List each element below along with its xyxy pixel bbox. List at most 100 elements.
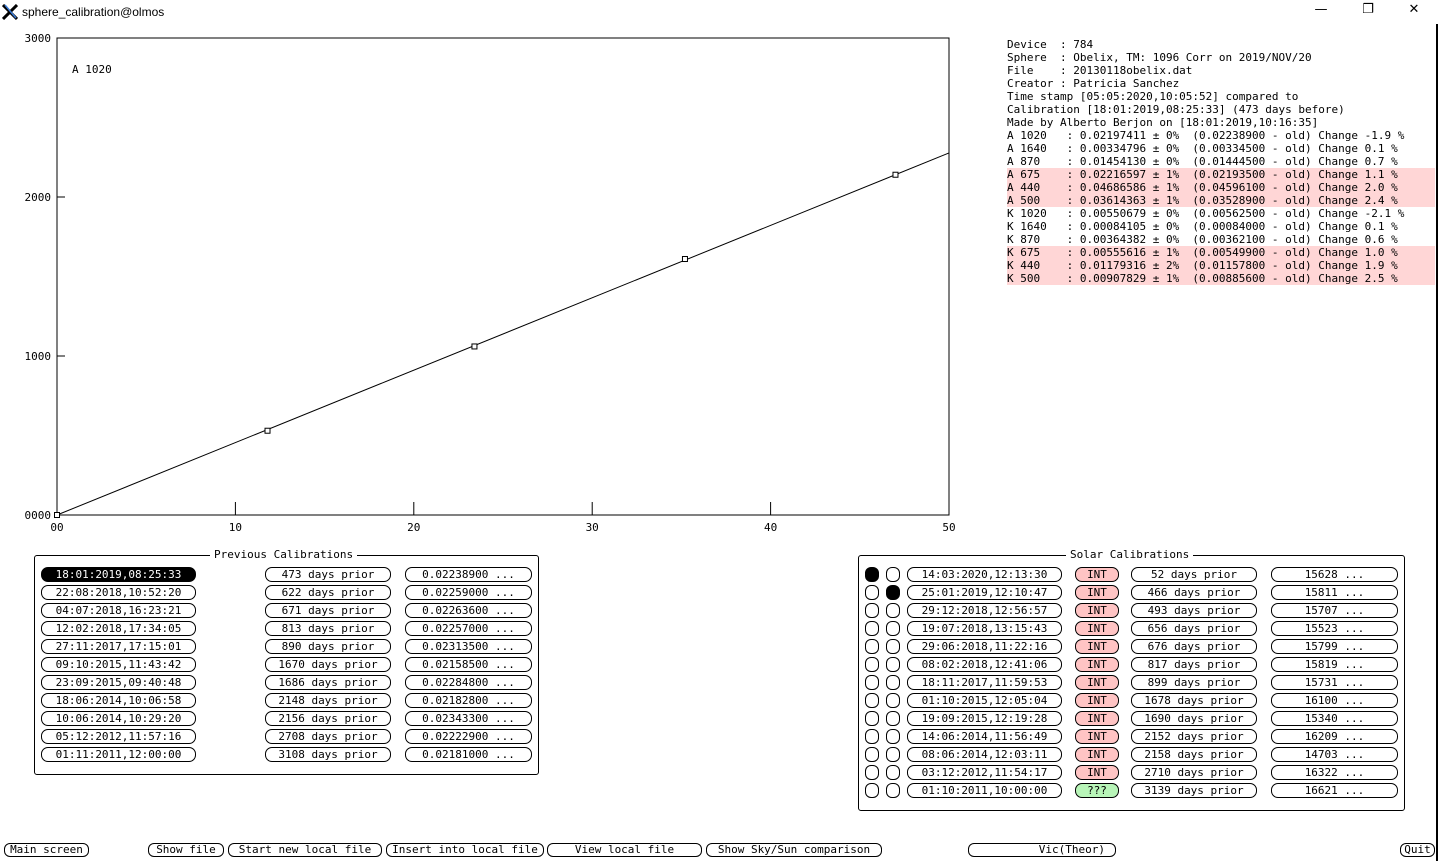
days-prior-label[interactable]: 52 days prior: [1131, 567, 1257, 582]
solar-type-tag[interactable]: INT: [1075, 693, 1119, 708]
solar-value-button[interactable]: 15707 ...: [1271, 603, 1398, 618]
days-prior-label[interactable]: 813 days prior: [265, 621, 391, 636]
select-radio-2[interactable]: [886, 693, 900, 708]
days-prior-label[interactable]: 1670 days prior: [265, 657, 391, 672]
select-radio-2[interactable]: [886, 729, 900, 744]
insert-into-local-file-button[interactable]: Insert into local file: [386, 843, 544, 857]
main-screen-button[interactable]: Main screen: [4, 843, 89, 857]
calibration-date-button[interactable]: 01:11:2011,12:00:00: [41, 747, 196, 762]
select-radio-2[interactable]: [886, 567, 900, 582]
solar-type-tag[interactable]: INT: [1075, 765, 1119, 780]
select-radio-2[interactable]: [886, 783, 900, 798]
solar-value-button[interactable]: 14703 ...: [1271, 747, 1398, 762]
days-prior-label[interactable]: 656 days prior: [1131, 621, 1257, 636]
select-radio-2[interactable]: [886, 747, 900, 762]
calibration-value-button[interactable]: 0.02257000 ...: [405, 621, 532, 636]
calibration-date-button[interactable]: 10:06:2014,10:29:20: [41, 711, 196, 726]
select-radio-1[interactable]: [865, 729, 879, 744]
calibration-date-button[interactable]: 09:10:2015,11:43:42: [41, 657, 196, 672]
select-radio-1[interactable]: [865, 603, 879, 618]
quit-button[interactable]: Quit: [1400, 843, 1435, 857]
solar-date-button[interactable]: 08:02:2018,12:41:06: [907, 657, 1062, 672]
solar-date-button[interactable]: 25:01:2019,12:10:47: [907, 585, 1062, 600]
solar-date-button[interactable]: 19:07:2018,13:15:43: [907, 621, 1062, 636]
view-local-file-button[interactable]: View local file: [547, 843, 702, 857]
solar-date-button[interactable]: 29:12:2018,12:56:57: [907, 603, 1062, 618]
calibration-date-button[interactable]: 12:02:2018,17:34:05: [41, 621, 196, 636]
solar-date-button[interactable]: 08:06:2014,12:03:11: [907, 747, 1062, 762]
days-prior-label[interactable]: 3108 days prior: [265, 747, 391, 762]
solar-type-tag[interactable]: INT: [1075, 657, 1119, 672]
solar-type-tag[interactable]: INT: [1075, 585, 1119, 600]
solar-value-button[interactable]: 15811 ...: [1271, 585, 1398, 600]
select-radio-1[interactable]: [865, 567, 879, 582]
days-prior-label[interactable]: 3139 days prior: [1131, 783, 1257, 798]
calibration-date-button[interactable]: 18:01:2019,08:25:33: [41, 567, 196, 582]
calibration-value-button[interactable]: 0.02158500 ...: [405, 657, 532, 672]
days-prior-label[interactable]: 676 days prior: [1131, 639, 1257, 654]
select-radio-1[interactable]: [865, 621, 879, 636]
solar-date-button[interactable]: 14:06:2014,11:56:49: [907, 729, 1062, 744]
solar-date-button[interactable]: 29:06:2018,11:22:16: [907, 639, 1062, 654]
days-prior-label[interactable]: 466 days prior: [1131, 585, 1257, 600]
minimize-button[interactable]: —: [1314, 2, 1328, 17]
calibration-value-button[interactable]: 0.02182800 ...: [405, 693, 532, 708]
solar-value-button[interactable]: 15731 ...: [1271, 675, 1398, 690]
solar-date-button[interactable]: 03:12:2012,11:54:17: [907, 765, 1062, 780]
solar-type-tag[interactable]: INT: [1075, 639, 1119, 654]
solar-value-button[interactable]: 16209 ...: [1271, 729, 1398, 744]
days-prior-label[interactable]: 1690 days prior: [1131, 711, 1257, 726]
days-prior-label[interactable]: 817 days prior: [1131, 657, 1257, 672]
calibration-value-button[interactable]: 0.02343300 ...: [405, 711, 532, 726]
solar-type-tag[interactable]: INT: [1075, 729, 1119, 744]
solar-type-tag[interactable]: INT: [1075, 603, 1119, 618]
solar-date-button[interactable]: 19:09:2015,12:19:28: [907, 711, 1062, 726]
select-radio-2[interactable]: [886, 585, 900, 600]
days-prior-label[interactable]: 2156 days prior: [265, 711, 391, 726]
select-radio-2[interactable]: [886, 765, 900, 780]
days-prior-label[interactable]: 1678 days prior: [1131, 693, 1257, 708]
show-sky-sun-comparison-button[interactable]: Show Sky/Sun comparison: [706, 843, 882, 857]
days-prior-label[interactable]: 2148 days prior: [265, 693, 391, 708]
select-radio-2[interactable]: [886, 639, 900, 654]
select-radio-2[interactable]: [886, 603, 900, 618]
solar-value-button[interactable]: 15523 ...: [1271, 621, 1398, 636]
solar-type-tag[interactable]: ???: [1075, 783, 1119, 798]
calibration-date-button[interactable]: 05:12:2012,11:57:16: [41, 729, 196, 744]
days-prior-label[interactable]: 2152 days prior: [1131, 729, 1257, 744]
solar-value-button[interactable]: 15799 ...: [1271, 639, 1398, 654]
select-radio-1[interactable]: [865, 783, 879, 798]
close-button[interactable]: ✕: [1408, 2, 1420, 17]
show-file-button[interactable]: Show file: [148, 843, 224, 857]
solar-date-button[interactable]: 18:11:2017,11:59:53: [907, 675, 1062, 690]
days-prior-label[interactable]: 671 days prior: [265, 603, 391, 618]
solar-value-button[interactable]: 16322 ...: [1271, 765, 1398, 780]
solar-value-button[interactable]: 15819 ...: [1271, 657, 1398, 672]
solar-type-tag[interactable]: INT: [1075, 567, 1119, 582]
calibration-date-button[interactable]: 22:08:2018,10:52:20: [41, 585, 196, 600]
vic-theor-button[interactable]: Vic(Theor): [968, 843, 1116, 857]
calibration-date-button[interactable]: 23:09:2015,09:40:48: [41, 675, 196, 690]
calibration-date-button[interactable]: 04:07:2018,16:23:21: [41, 603, 196, 618]
days-prior-label[interactable]: 890 days prior: [265, 639, 391, 654]
select-radio-1[interactable]: [865, 711, 879, 726]
calibration-value-button[interactable]: 0.02313500 ...: [405, 639, 532, 654]
days-prior-label[interactable]: 899 days prior: [1131, 675, 1257, 690]
solar-type-tag[interactable]: INT: [1075, 621, 1119, 636]
calibration-value-button[interactable]: 0.02181000 ...: [405, 747, 532, 762]
calibration-value-button[interactable]: 0.02259000 ...: [405, 585, 532, 600]
calibration-date-button[interactable]: 18:06:2014,10:06:58: [41, 693, 196, 708]
calibration-value-button[interactable]: 0.02284800 ...: [405, 675, 532, 690]
solar-type-tag[interactable]: INT: [1075, 747, 1119, 762]
days-prior-label[interactable]: 2158 days prior: [1131, 747, 1257, 762]
solar-type-tag[interactable]: INT: [1075, 675, 1119, 690]
solar-date-button[interactable]: 01:10:2015,12:05:04: [907, 693, 1062, 708]
calibration-value-button[interactable]: 0.02238900 ...: [405, 567, 532, 582]
solar-value-button[interactable]: 16621 ...: [1271, 783, 1398, 798]
days-prior-label[interactable]: 2708 days prior: [265, 729, 391, 744]
restore-button[interactable]: ❐: [1362, 2, 1374, 17]
select-radio-2[interactable]: [886, 675, 900, 690]
solar-value-button[interactable]: 16100 ...: [1271, 693, 1398, 708]
solar-value-button[interactable]: 15340 ...: [1271, 711, 1398, 726]
select-radio-1[interactable]: [865, 657, 879, 672]
